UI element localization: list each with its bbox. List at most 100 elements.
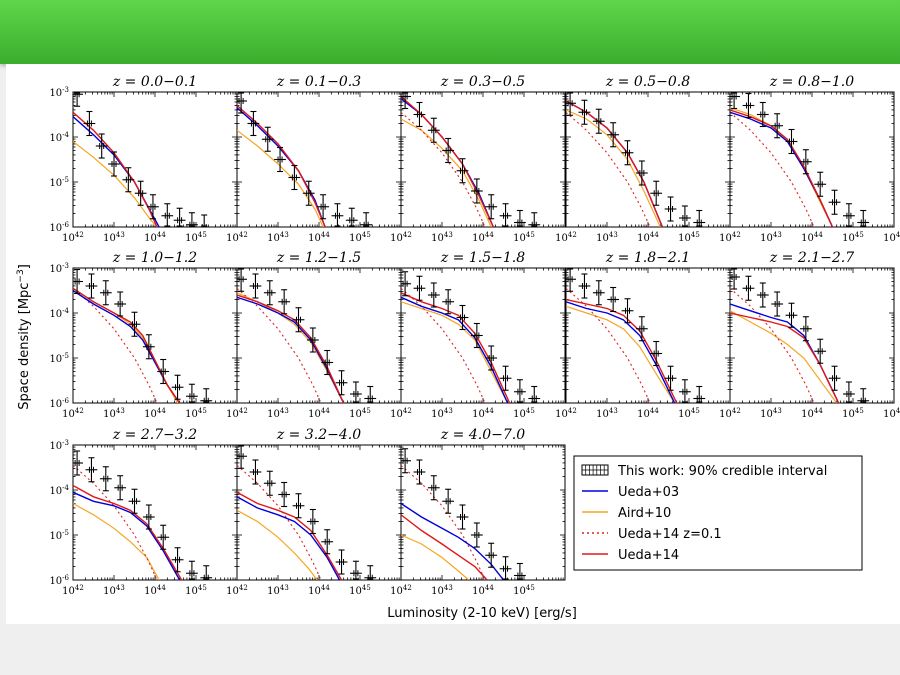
ueda14-z0.1-curve [237, 464, 322, 580]
y-tick-label: 10-6 [49, 574, 69, 587]
x-tick-label: 1043 [431, 584, 453, 597]
panel-frame [400, 91, 566, 228]
data-point [292, 493, 305, 519]
panel-title: z = 0.1−0.3 [276, 74, 361, 90]
data-point [134, 180, 147, 206]
x-tick-label: 1043 [103, 407, 125, 420]
x-tick-label: 1042 [62, 407, 84, 420]
data-point [513, 379, 526, 403]
legend: This work: 90% credible interval Ueda+03 A… [573, 455, 863, 571]
header-banner [0, 0, 900, 64]
x-tick-label: 1042 [390, 584, 412, 597]
data-point [756, 101, 769, 128]
panel-title: z = 2.7−3.2 [112, 427, 197, 443]
data-point [828, 365, 841, 391]
data-point [513, 562, 526, 580]
panel-title: z = 0.3−0.5 [440, 74, 525, 90]
y-tick-label: 10-4 [49, 484, 69, 497]
data-point [635, 160, 648, 186]
legend-entry: Ueda+14 [582, 548, 679, 563]
data-point [785, 128, 798, 155]
panel-title: z = 0.5−0.8 [605, 74, 690, 90]
x-tick-label: 1045 [513, 231, 535, 244]
data-point [360, 212, 373, 227]
panel-title: z = 1.8−2.1 [605, 250, 690, 266]
data-point [842, 203, 855, 227]
data-point [756, 282, 769, 308]
x-tick-label: 1043 [267, 407, 289, 420]
data-point [128, 488, 141, 514]
panel: z = 0.3−0.5 1042 1043 1044 1045 [390, 74, 566, 244]
ueda14-z0.1-curve [730, 287, 815, 403]
data-point [485, 345, 498, 371]
panel: z = 0.1−0.3 1042 1043 1044 1045 [226, 74, 402, 244]
data-point [592, 108, 605, 134]
x-tick-label: 1045 [842, 231, 864, 244]
data-point [470, 522, 483, 548]
panel-title: z = 1.5−1.8 [440, 250, 525, 266]
ueda14-curve [566, 100, 664, 227]
data-point [442, 488, 455, 514]
panel-frame [400, 267, 566, 404]
x-tick-label: 1043 [267, 231, 289, 244]
x-tick-label: 1045 [678, 231, 700, 244]
data-point [456, 158, 469, 184]
aird10-curve [73, 141, 158, 227]
x-tick-label: 1042 [226, 584, 248, 597]
data-point [607, 122, 620, 148]
y-tick-label: 10-4 [49, 307, 69, 320]
legend-label: Ueda+14 [618, 548, 679, 563]
data-point [237, 92, 248, 114]
data-point [122, 167, 135, 193]
data-point [566, 92, 577, 116]
data-point [364, 385, 377, 403]
data-point [693, 209, 706, 227]
data-point [263, 470, 276, 496]
x-tick-label: 1044 [801, 231, 823, 244]
data-point [857, 209, 870, 227]
data-point [742, 275, 755, 301]
aird10-curve [566, 305, 676, 403]
legend-entry: Aird+10 [582, 506, 671, 521]
x-tick-label: 1042 [226, 407, 248, 420]
data-point [237, 445, 248, 469]
aird10-curve [73, 502, 160, 580]
data-point [157, 524, 170, 550]
data-point [85, 457, 98, 483]
data-point [785, 302, 798, 328]
ueda14-z0.1-curve [566, 111, 651, 227]
x-tick-label: 1043 [431, 231, 453, 244]
y-tick-label: 10-3 [49, 262, 69, 275]
ueda14-z0.1-curve [401, 287, 486, 403]
data-point [345, 207, 358, 227]
data-point [85, 273, 98, 299]
panel-frame [72, 267, 238, 404]
x-tick-label: 1043 [760, 407, 782, 420]
data-point [499, 365, 512, 391]
x-tick-label: 1044 [144, 407, 166, 420]
aird10-curve [730, 310, 838, 403]
data-point [99, 466, 112, 492]
x-tick-label: 1045 [185, 231, 207, 244]
data-point [621, 298, 634, 324]
legend-label: Aird+10 [618, 506, 671, 521]
legend-entry: Ueda+03 [582, 485, 679, 500]
x-tick-label: 1044 [472, 407, 494, 420]
data-point [247, 110, 260, 137]
panel: z = 1.0−1.2 1042 1043 1044 1045 10-3 10-4 10-5 1… [49, 250, 238, 420]
data-point [364, 565, 377, 580]
data-point [142, 334, 155, 360]
data-point [263, 280, 276, 306]
data-point [161, 203, 174, 227]
data-point [349, 560, 362, 580]
data-point [693, 385, 706, 403]
panel-frame [729, 91, 895, 228]
data-point [249, 459, 262, 485]
data-point [335, 549, 348, 575]
x-tick-label: 1045 [513, 584, 535, 597]
data-point [114, 291, 127, 317]
panel: z = 3.2−4.0 1042 1043 1044 1045 [226, 427, 402, 597]
data-point [274, 146, 286, 173]
panel-frame [400, 444, 566, 581]
